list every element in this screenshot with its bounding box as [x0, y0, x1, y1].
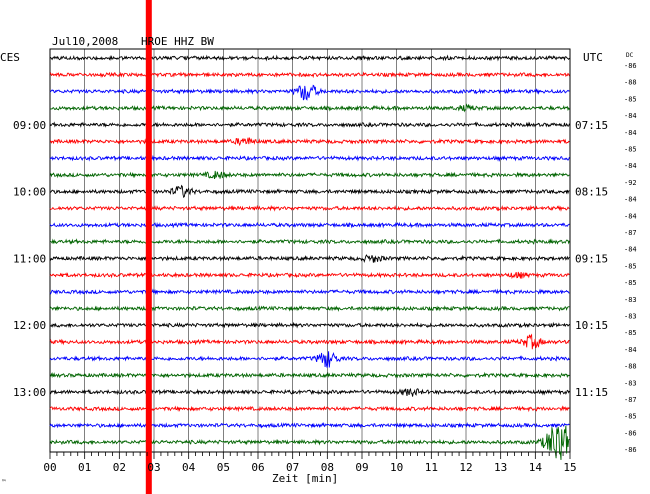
left-hour-label: 09:00 — [13, 119, 46, 132]
x-tick-label: 11 — [425, 461, 438, 474]
trace-row — [49, 54, 570, 62]
x-tick-label: 10 — [390, 461, 403, 474]
right-hour-label: 08:15 — [575, 186, 608, 199]
plot-frame — [49, 48, 571, 453]
dc-offset-value: -85 — [624, 146, 637, 154]
station-label: HROE HHZ BW — [141, 35, 214, 48]
left-hour-label: 12:00 — [13, 319, 46, 332]
trace-row — [49, 71, 570, 79]
trace-row — [49, 387, 570, 397]
left-hour-label: 10:00 — [13, 186, 46, 199]
dc-offset-value: -84 — [624, 112, 637, 120]
trace-row — [49, 154, 570, 162]
x-tick-label: 06 — [251, 461, 264, 474]
left-hour-label: 11:00 — [13, 252, 46, 265]
dc-offset-value: -85 — [624, 413, 637, 421]
dc-offset-value: -84 — [624, 129, 637, 137]
trace-row — [49, 321, 570, 329]
dc-offset-value: -85 — [624, 329, 637, 337]
trace-row — [50, 103, 570, 113]
x-tick-label: 00 — [43, 461, 56, 474]
right-hour-label: 10:15 — [575, 319, 608, 332]
dc-offset-value: -87 — [624, 396, 637, 404]
trace-row — [49, 333, 570, 350]
dc-offset-value: -85 — [624, 279, 637, 287]
corner-mark: ™ — [2, 479, 6, 486]
trace-row — [49, 425, 570, 460]
dc-offset-value: -85 — [624, 262, 637, 270]
dc-offset-value: -86 — [624, 429, 637, 437]
dc-label: DC — [626, 52, 634, 59]
trace-row — [49, 221, 570, 229]
red-marker-line — [145, 0, 152, 494]
dc-offset-value: -83 — [624, 313, 637, 321]
x-tick-label: 01 — [78, 461, 91, 474]
x-tick-label: 02 — [113, 461, 126, 474]
dc-offset-value: -92 — [624, 179, 637, 187]
trace-row — [49, 121, 570, 129]
x-tick-label: 03 — [147, 461, 160, 474]
trace-row — [49, 184, 570, 199]
dc-offset-value: -86 — [624, 446, 637, 454]
x-tick-label: 09 — [355, 461, 368, 474]
trace-row — [49, 136, 570, 147]
right-hour-label: 09:15 — [575, 252, 608, 265]
x-tick-label: 05 — [217, 461, 230, 474]
trace-row — [49, 288, 570, 296]
x-axis-ticks: 00 01 02 03 04 05 06 07 08 09 10 11 12 13 14 15 — [43, 452, 577, 474]
x-tick-label: 08 — [321, 461, 334, 474]
date-label: Jul10,2008 — [52, 35, 118, 48]
trace-row — [49, 254, 570, 263]
right-hour-label: 07:15 — [575, 119, 608, 132]
trace-row — [49, 271, 570, 280]
x-tick-label: 07 — [286, 461, 299, 474]
x-tick-label: 13 — [494, 461, 507, 474]
x-tick-label: 04 — [182, 461, 196, 474]
trace-row — [49, 351, 570, 368]
dc-offset-value: -83 — [624, 296, 637, 304]
dc-offset-value: -84 — [624, 162, 637, 170]
dc-offset-value: -88 — [624, 363, 637, 371]
x-tick-label: 14 — [529, 461, 543, 474]
dc-offset-value: -85 — [624, 95, 637, 103]
right-timezone-label: UTC — [583, 51, 603, 64]
trace-row — [49, 305, 570, 312]
x-tick-label: 15 — [563, 461, 576, 474]
right-hour-label: 11:15 — [575, 386, 608, 399]
trace-row — [49, 84, 570, 101]
right-hour-labels: 07:15 08:15 09:15 10:15 11:15 — [575, 119, 608, 399]
left-hour-labels: 09:00 10:00 11:00 12:00 13:00 — [13, 119, 46, 399]
left-timezone-label: CES — [0, 51, 20, 64]
red-marker-bar — [145, 0, 152, 494]
dc-offset-value: -84 — [624, 346, 637, 354]
dc-offset-value: -88 — [624, 79, 637, 87]
dc-offset-value: -84 — [624, 212, 637, 220]
grid-lines — [49, 48, 571, 453]
dc-offset-labels: -86 -88 -85 -84 -84 -85 -84 -92 -84 -84 -87 -84 -85 -… — [624, 62, 637, 454]
dc-offset-value: -83 — [624, 379, 637, 387]
x-tick-label: 12 — [459, 461, 472, 474]
trace-row — [49, 238, 570, 245]
trace-row — [49, 421, 570, 429]
trace-row — [49, 170, 570, 179]
trace-row — [49, 371, 570, 379]
x-axis-label: Zeit [min] — [272, 472, 338, 485]
trace-rows — [49, 54, 570, 460]
left-hour-label: 13:00 — [13, 386, 46, 399]
dc-offset-value: -86 — [624, 62, 637, 70]
trace-row — [49, 204, 570, 212]
dc-offset-value: -87 — [624, 229, 637, 237]
dc-offset-value: -84 — [624, 196, 637, 204]
dc-offset-value: -84 — [624, 246, 637, 254]
trace-row — [49, 405, 570, 413]
